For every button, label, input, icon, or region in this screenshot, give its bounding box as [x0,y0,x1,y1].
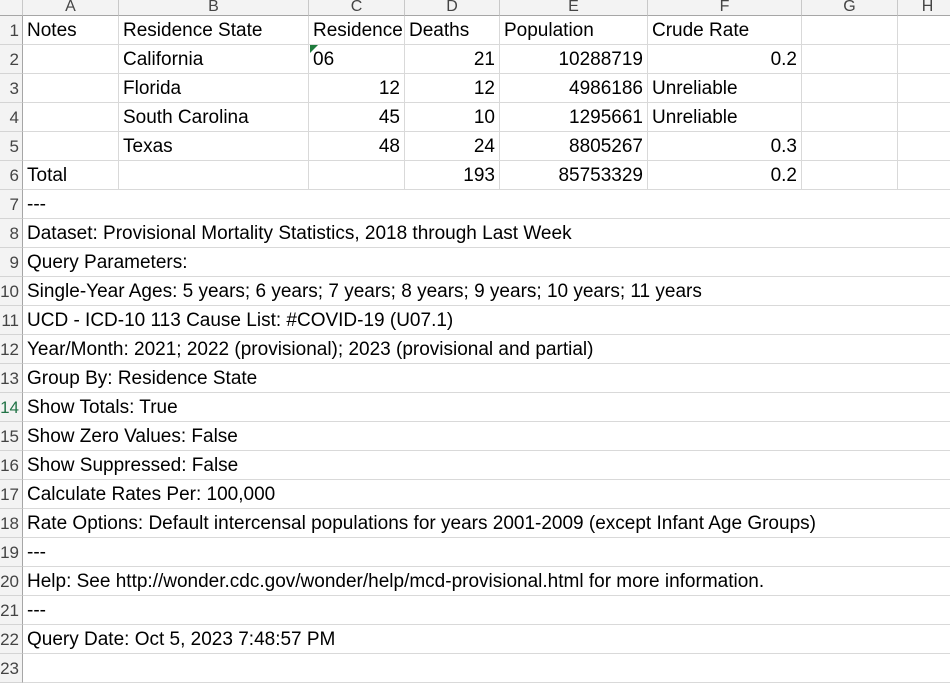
column-header-b[interactable]: B [119,0,309,16]
cell-a3[interactable] [23,74,119,103]
cell-a6-total-label[interactable]: Total [23,161,119,190]
row-header-14[interactable]: 14 [0,393,23,422]
cell-a20-note[interactable]: Help: See http://wonder.cdc.gov/wonder/h… [23,567,950,596]
cell-g2[interactable] [802,45,898,74]
cell-d4-deaths[interactable]: 10 [405,103,500,132]
row-header-21[interactable]: 21 [0,596,23,625]
cell-g5[interactable] [802,132,898,161]
cell-e6-total-population[interactable]: 85753329 [500,161,648,190]
column-header-h[interactable]: H [898,0,950,16]
row-header-4[interactable]: 4 [0,103,23,132]
cell-a23[interactable] [23,654,950,683]
column-header-c[interactable]: C [309,0,405,16]
cell-a17-note[interactable]: Calculate Rates Per: 100,000 [23,480,950,509]
cell-f2-crude-rate[interactable]: 0.2 [648,45,802,74]
cell-d3-deaths[interactable]: 12 [405,74,500,103]
cell-g1[interactable] [802,16,898,45]
row-header-19[interactable]: 19 [0,538,23,567]
cell-a11-note[interactable]: UCD - ICD-10 113 Cause List: #COVID-19 (… [23,306,950,335]
row-header-8[interactable]: 8 [0,219,23,248]
row-header-17[interactable]: 17 [0,480,23,509]
cell-f6-total-crude-rate[interactable]: 0.2 [648,161,802,190]
cell-h2[interactable] [898,45,950,74]
cell-f3-crude-rate[interactable]: Unreliable [648,74,802,103]
cell-c3-residence-code[interactable]: 12 [309,74,405,103]
cell-a21-note[interactable]: --- [23,596,950,625]
cell-e4-population[interactable]: 1295661 [500,103,648,132]
cell-b6[interactable] [119,161,309,190]
cell-a15-note[interactable]: Show Zero Values: False [23,422,950,451]
cell-d1-deaths-header[interactable]: Deaths [405,16,500,45]
cell-b3-state[interactable]: Florida [119,74,309,103]
cell-b5-state[interactable]: Texas [119,132,309,161]
row-header-18[interactable]: 18 [0,509,23,538]
cell-h3[interactable] [898,74,950,103]
row-header-13[interactable]: 13 [0,364,23,393]
row-header-20[interactable]: 20 [0,567,23,596]
cell-f5-crude-rate[interactable]: 0.3 [648,132,802,161]
cell-h6[interactable] [898,161,950,190]
row-header-11[interactable]: 11 [0,306,23,335]
cell-c5-residence-code[interactable]: 48 [309,132,405,161]
row-header-2[interactable]: 2 [0,45,23,74]
row-header-6[interactable]: 6 [0,161,23,190]
row-header-12[interactable]: 12 [0,335,23,364]
cell-a12-note[interactable]: Year/Month: 2021; 2022 (provisional); 20… [23,335,950,364]
cell-g6[interactable] [802,161,898,190]
cell-b1-residence-state-header[interactable]: Residence State [119,16,309,45]
row-header-15[interactable]: 15 [0,422,23,451]
cell-a22-note[interactable]: Query Date: Oct 5, 2023 7:48:57 PM [23,625,950,654]
cell-g3[interactable] [802,74,898,103]
cell-f4-crude-rate[interactable]: Unreliable [648,103,802,132]
cell-e2-population[interactable]: 10288719 [500,45,648,74]
cell-d2-deaths[interactable]: 21 [405,45,500,74]
row-header-1[interactable]: 1 [0,16,23,45]
cell-a19-note[interactable]: --- [23,538,950,567]
cell-c1-residence-header[interactable]: Residence [309,16,405,45]
row-header-corner[interactable] [0,0,23,16]
cell-h5[interactable] [898,132,950,161]
cell-a16-note[interactable]: Show Suppressed: False [23,451,950,480]
cell-g4[interactable] [802,103,898,132]
cell-a7-note[interactable]: --- [23,190,950,219]
cell-a18-note[interactable]: Rate Options: Default intercensal popula… [23,509,950,538]
cell-e1-population-header[interactable]: Population [500,16,648,45]
row-header-16[interactable]: 16 [0,451,23,480]
cell-a5[interactable] [23,132,119,161]
cell-a9-note[interactable]: Query Parameters: [23,248,950,277]
cell-a13-note[interactable]: Group By: Residence State [23,364,950,393]
cell-f1-crude-rate-header[interactable]: Crude Rate [648,16,802,45]
cell-c4-residence-code[interactable]: 45 [309,103,405,132]
cell-d6-total-deaths[interactable]: 193 [405,161,500,190]
row-header-22[interactable]: 22 [0,625,23,654]
cell-a1-notes-header[interactable]: Notes [23,16,119,45]
row-header-5[interactable]: 5 [0,132,23,161]
row-header-23[interactable]: 23 [0,654,23,683]
cell-b4-state[interactable]: South Carolina [119,103,309,132]
column-header-f[interactable]: F [648,0,802,16]
cell-a8-note[interactable]: Dataset: Provisional Mortality Statistic… [23,219,950,248]
cell-c2-residence-code[interactable]: 06 [309,45,405,74]
cell-h1[interactable] [898,16,950,45]
cell-d5-deaths[interactable]: 24 [405,132,500,161]
column-header-g[interactable]: G [802,0,898,16]
cell-h4[interactable] [898,103,950,132]
row-header-3[interactable]: 3 [0,74,23,103]
column-header-d[interactable]: D [405,0,500,16]
cell-b2-state[interactable]: California [119,45,309,74]
column-header-e[interactable]: E [500,0,648,16]
cell-e5-population[interactable]: 8805267 [500,132,648,161]
cell-a2[interactable] [23,45,119,74]
row-header-9[interactable]: 9 [0,248,23,277]
column-header-a[interactable]: A [23,0,119,16]
text-number-warning-icon [310,45,318,53]
row-header-10[interactable]: 10 [0,277,23,306]
cell-e3-population[interactable]: 4986186 [500,74,648,103]
row-header-7[interactable]: 7 [0,190,23,219]
cell-c6[interactable] [309,161,405,190]
cell-a10-note[interactable]: Single-Year Ages: 5 years; 6 years; 7 ye… [23,277,950,306]
cell-a14-note[interactable]: Show Totals: True [23,393,950,422]
cell-a4[interactable] [23,103,119,132]
